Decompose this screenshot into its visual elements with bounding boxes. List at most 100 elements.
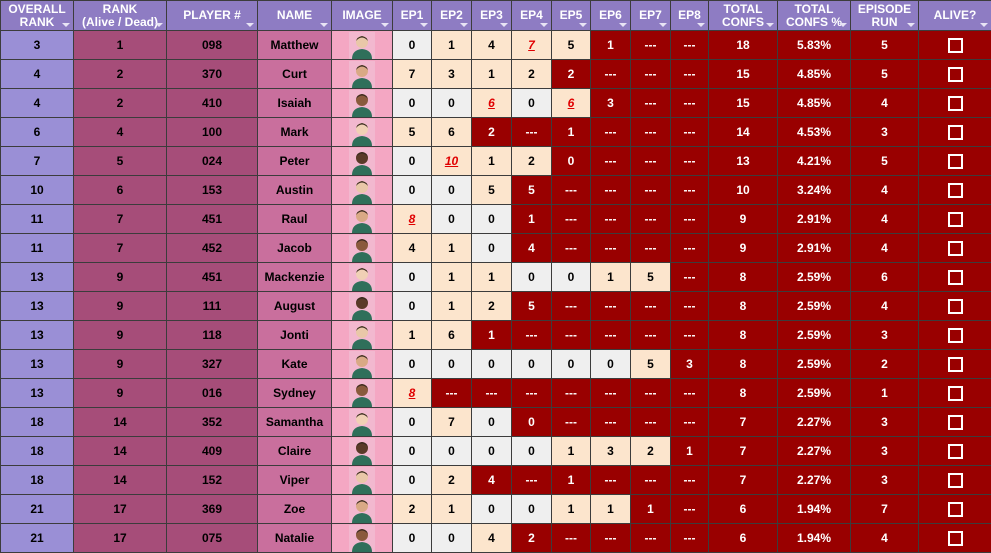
- episode-confs: 0: [393, 350, 432, 379]
- episode-value: ---: [684, 154, 696, 168]
- episode-confs: 2: [472, 292, 512, 321]
- episode-confs: 0: [472, 495, 512, 524]
- episode-confs: 0: [432, 89, 472, 118]
- episode-value: ---: [684, 415, 696, 429]
- episode-run: 3: [851, 321, 919, 350]
- episode-confs: ---: [591, 60, 631, 89]
- filter-arrow: [579, 23, 587, 27]
- episode-value: ---: [605, 183, 617, 197]
- episode-value: 7: [528, 38, 535, 52]
- total-confs: 8: [709, 350, 778, 379]
- player-number: 111: [167, 292, 258, 321]
- overall-rank: 4: [1, 60, 74, 89]
- filter-arrow: [907, 23, 915, 27]
- alive-checkbox[interactable]: [948, 96, 963, 111]
- total-confs: 15: [709, 60, 778, 89]
- overall-rank: 13: [1, 350, 74, 379]
- episode-confs: ---: [631, 234, 671, 263]
- episode-value: 0: [448, 357, 455, 371]
- episode-confs: ---: [631, 176, 671, 205]
- total-confs-pct: 2.59%: [778, 350, 851, 379]
- player-name: Viper: [258, 466, 332, 495]
- rank: 17: [74, 524, 167, 553]
- episode-confs: ---: [591, 408, 631, 437]
- alive-checkbox[interactable]: [948, 415, 963, 430]
- column-header: EPISODE RUN: [851, 1, 919, 31]
- alive-checkbox[interactable]: [948, 125, 963, 140]
- avatar: [349, 177, 375, 204]
- episode-run: 2: [851, 350, 919, 379]
- player-name: Austin: [258, 176, 332, 205]
- column-header: EP2: [432, 1, 472, 31]
- episode-confs: ---: [591, 205, 631, 234]
- alive-checkbox[interactable]: [948, 67, 963, 82]
- alive-checkbox[interactable]: [948, 38, 963, 53]
- episode-value: 0: [409, 38, 416, 52]
- episode-value: 1: [409, 328, 416, 342]
- alive-checkbox[interactable]: [948, 270, 963, 285]
- alive-cell: [919, 350, 991, 379]
- episode-confs: ---: [631, 321, 671, 350]
- episode-confs: 0: [512, 89, 552, 118]
- alive-checkbox[interactable]: [948, 473, 963, 488]
- episode-value: ---: [645, 386, 657, 400]
- rank: 14: [74, 408, 167, 437]
- rank: 4: [74, 118, 167, 147]
- episode-confs: 1: [432, 31, 472, 60]
- episode-confs: 0: [512, 263, 552, 292]
- alive-cell: [919, 524, 991, 553]
- alive-checkbox[interactable]: [948, 183, 963, 198]
- episode-confs: 1: [432, 263, 472, 292]
- avatar: [349, 351, 375, 378]
- alive-checkbox[interactable]: [948, 444, 963, 459]
- episode-confs: 6: [432, 321, 472, 350]
- player-image: [332, 234, 393, 263]
- episode-confs: 0: [472, 205, 512, 234]
- alive-checkbox[interactable]: [948, 328, 963, 343]
- alive-checkbox[interactable]: [948, 357, 963, 372]
- total-confs-pct: 2.91%: [778, 205, 851, 234]
- episode-confs: 2: [512, 60, 552, 89]
- episode-value: 0: [488, 357, 495, 371]
- alive-checkbox[interactable]: [948, 531, 963, 546]
- player-name: Raul: [258, 205, 332, 234]
- episode-value: ---: [684, 270, 696, 284]
- episode-value: 6: [448, 328, 455, 342]
- episode-value: ---: [565, 299, 577, 313]
- episode-confs: ---: [591, 321, 631, 350]
- episode-confs: 1: [671, 437, 709, 466]
- episode-confs: 1: [432, 495, 472, 524]
- alive-checkbox[interactable]: [948, 154, 963, 169]
- player-name: Jonti: [258, 321, 332, 350]
- column-header: RANK (Alive / Dead): [74, 1, 167, 31]
- player-image: [332, 31, 393, 60]
- episode-value: ---: [684, 67, 696, 81]
- episode-confs: ---: [671, 176, 709, 205]
- episode-value: 4: [409, 241, 416, 255]
- alive-checkbox[interactable]: [948, 502, 963, 517]
- player-image: [332, 495, 393, 524]
- episode-confs: 0: [393, 31, 432, 60]
- alive-checkbox[interactable]: [948, 241, 963, 256]
- alive-checkbox[interactable]: [948, 299, 963, 314]
- rank: 14: [74, 466, 167, 495]
- episode-value: 0: [568, 270, 575, 284]
- player-name: Curt: [258, 60, 332, 89]
- episode-confs: ---: [671, 379, 709, 408]
- episode-value: 5: [488, 183, 495, 197]
- episode-confs: ---: [671, 147, 709, 176]
- episode-value: 0: [488, 502, 495, 516]
- alive-cell: [919, 321, 991, 350]
- player-image: [332, 89, 393, 118]
- episode-confs: 1: [552, 437, 591, 466]
- episode-value: ---: [565, 328, 577, 342]
- episode-value: 3: [607, 444, 614, 458]
- episode-confs: 2: [552, 60, 591, 89]
- alive-checkbox[interactable]: [948, 212, 963, 227]
- episode-confs: ---: [512, 321, 552, 350]
- alive-checkbox[interactable]: [948, 386, 963, 401]
